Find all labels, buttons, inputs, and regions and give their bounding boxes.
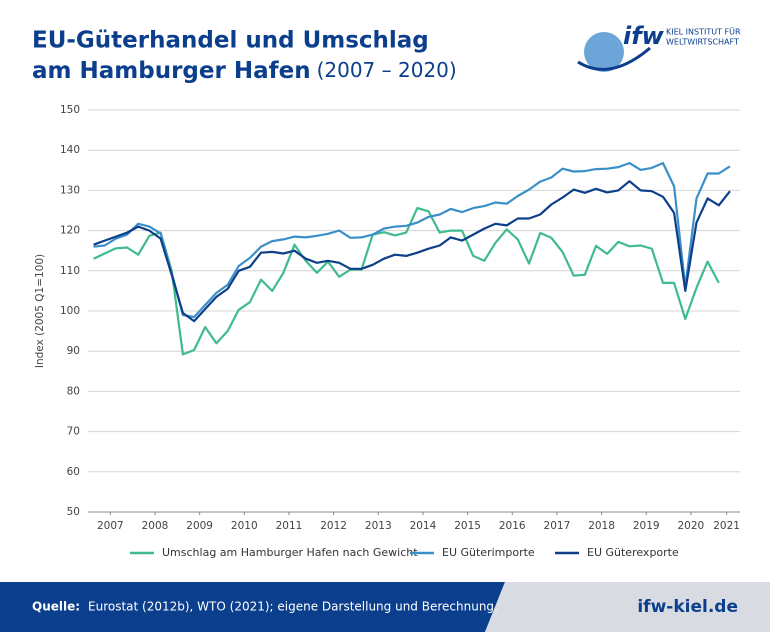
y-tick-label: 70 [67,426,80,438]
y-tick-label: 60 [67,466,80,478]
x-tick-label: 2016 [499,520,526,532]
logo-globe [584,32,624,72]
x-tick-label: 2008 [142,520,169,532]
series-line [93,207,720,356]
source-text: Eurostat (2012b), WTO (2021); eigene Dar… [88,600,498,614]
x-tick-label: 2015 [454,520,481,532]
x-tick-label: 2014 [410,520,437,532]
y-tick-label: 50 [67,506,80,518]
x-tick-label: 2009 [186,520,213,532]
legend-label: EU Güterexporte [587,546,679,559]
subtitle: (2007 – 2020) [317,58,457,82]
x-tick-label: 2011 [276,520,303,532]
title-line2: am Hamburger Hafen [32,58,311,84]
y-tick-label: 120 [60,225,80,237]
x-tick-label: 2020 [678,520,705,532]
x-tick-label: 2021 [713,520,740,532]
x-tick-label: 2010 [231,520,258,532]
x-tick-label: 2018 [588,520,615,532]
x-tick-label: 2017 [544,520,571,532]
x-tick-label: 2013 [365,520,392,532]
logo-line2: WELTWIRTSCHAFT [666,38,739,47]
y-tick-label: 80 [67,385,80,397]
x-tick-label: 2019 [633,520,660,532]
y-tick-label: 90 [67,345,80,357]
y-tick-label: 110 [60,265,80,277]
footer-band [0,582,505,632]
legend-label: EU Güterimporte [442,546,535,559]
logo-swoosh [577,46,651,71]
logo-line1: KIEL INSTITUT FÜR [666,27,741,37]
x-tick-label: 2007 [97,520,124,532]
y-tick-label: 140 [60,144,80,156]
footer-url[interactable]: ifw-kiel.de [637,597,738,617]
y-tick-label: 100 [60,305,80,317]
x-tick-label: 2012 [320,520,347,532]
footer-band-right [485,582,770,632]
logo: ifw KIEL INSTITUT FÜR WELTWIRTSCHAFT [577,22,741,72]
legend-label: Umschlag am Hamburger Hafen nach Gewicht [162,546,418,559]
chart-title: EU-Güterhandel und Umschlag [32,28,429,54]
y-tick-label: 130 [60,184,80,196]
y-tick-label: 150 [60,104,80,116]
logo-mark: ifw [623,22,665,50]
series-line [93,162,731,319]
y-axis-label: Index (2005 Q1=100) [34,254,46,368]
source-label: Quelle: [32,600,80,614]
chart-title-line2: am Hamburger Hafen (2007 – 2020) [32,58,457,84]
series-line [93,180,731,323]
